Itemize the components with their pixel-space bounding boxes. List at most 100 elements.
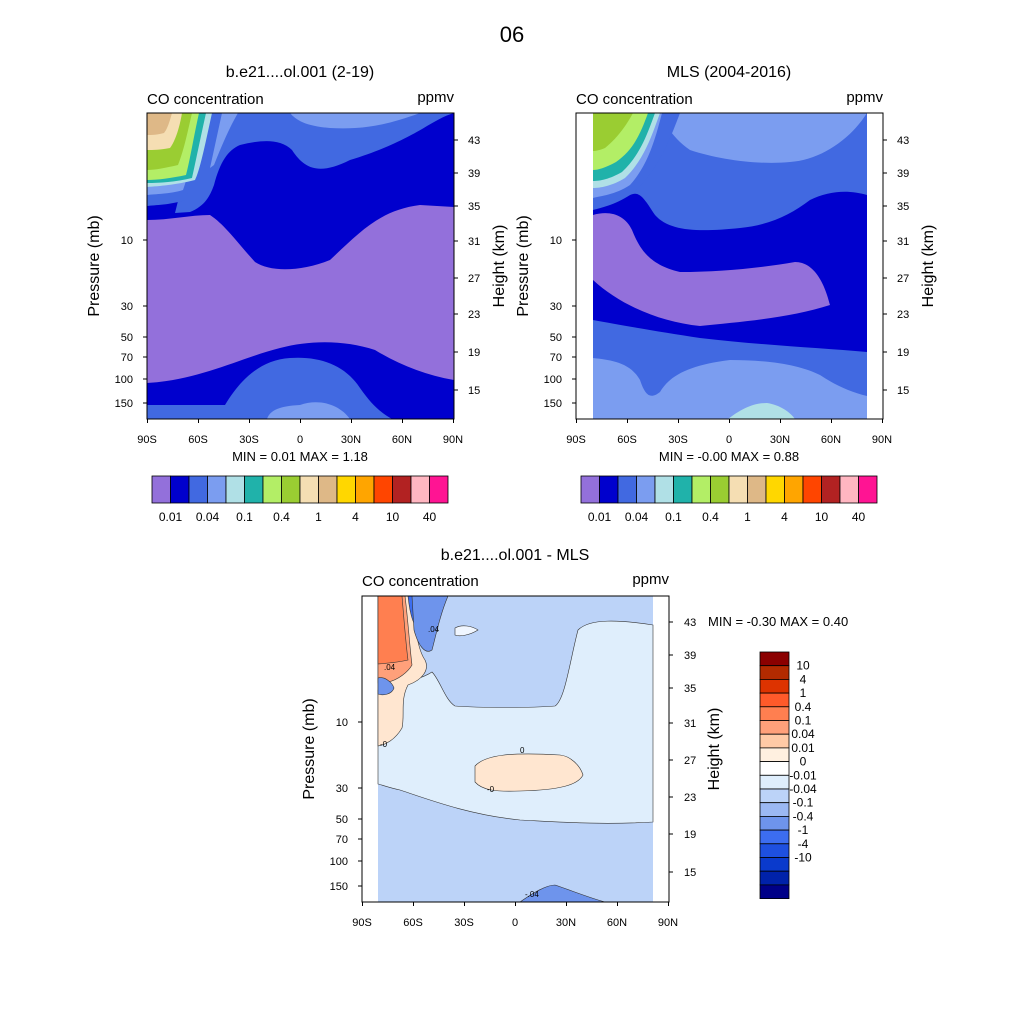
h-tick-label: 19 xyxy=(897,347,909,359)
colorbar-swatch xyxy=(244,475,264,504)
h-tick-label: 35 xyxy=(468,201,480,213)
x-axis: 90S 60S 30S 0 30N 60N 90N xyxy=(137,419,463,446)
x-tick-label: 90S xyxy=(352,917,372,929)
h-tick-label: 31 xyxy=(684,718,696,730)
h-tick-label: 27 xyxy=(897,273,909,285)
panel-subtitle-left: CO concentration xyxy=(147,91,264,108)
x-tick-label: 30S xyxy=(239,434,259,446)
colorbar-swatch xyxy=(759,706,790,721)
x-tick-label: 90S xyxy=(566,434,586,446)
p-tick-label: 150 xyxy=(115,398,133,410)
colorbar-swatch xyxy=(728,475,748,504)
colorbar-label: 1 xyxy=(800,686,807,700)
h-tick-label: 15 xyxy=(897,385,909,397)
p-tick-label: 70 xyxy=(550,352,562,364)
plot-area xyxy=(575,112,884,420)
fill-positive-center xyxy=(474,753,584,792)
h-tick-label: 31 xyxy=(468,236,480,248)
h-tick-label: 39 xyxy=(468,168,480,180)
p-tick-label: 100 xyxy=(330,856,348,868)
fill-cyan-lower xyxy=(728,403,795,419)
colorbar-swatch xyxy=(151,475,171,504)
contour-label: -0 xyxy=(487,785,495,794)
colorbar-swatch xyxy=(747,475,767,504)
height-axis-label: Height (km) xyxy=(491,225,508,308)
p-tick-label: 10 xyxy=(336,717,348,729)
panel-subtitle-right: ppmv xyxy=(417,89,454,106)
fill-light-upper xyxy=(290,113,420,129)
colorbar-swatch xyxy=(821,475,841,504)
colorbar-swatch xyxy=(710,475,730,504)
height-axis: 43 39 35 31 27 23 19 15 Height (km) xyxy=(883,135,937,397)
colorbar-swatch xyxy=(691,475,711,504)
colorbar-label: 4 xyxy=(781,510,788,524)
colorbar-swatch xyxy=(170,475,190,504)
colorbar-swatch xyxy=(759,747,790,763)
fill-light-spot xyxy=(454,625,479,637)
min-max-label: MIN = -0.30 MAX = 0.40 xyxy=(708,614,848,629)
x-tick-label: 60N xyxy=(607,917,627,929)
x-tick-label: 90N xyxy=(872,434,892,446)
pressure-axis: 10 30 50 70 100 150 Pressure (mb) xyxy=(515,215,576,410)
colorbar-label: -0.1 xyxy=(793,796,814,810)
colorbar-label: -10 xyxy=(794,851,812,865)
colorbar-label: 0.04 xyxy=(625,510,649,524)
fill-orange-left xyxy=(377,595,409,665)
h-tick-label: 39 xyxy=(684,650,696,662)
pressure-axis-label: Pressure (mb) xyxy=(301,698,318,799)
x-tick-label: 0 xyxy=(297,434,303,446)
x-tick-label: 90N xyxy=(443,434,463,446)
colorbar-label: 0 xyxy=(800,755,807,769)
colorbar-label: 0.04 xyxy=(196,510,220,524)
x-tick-label: 90S xyxy=(137,434,157,446)
colorbar-swatch xyxy=(355,475,375,504)
colorbar-swatch xyxy=(673,475,693,504)
fill-purple-band xyxy=(593,213,830,326)
colorbar-swatch xyxy=(617,475,637,504)
colorbar-label: -0.4 xyxy=(793,809,814,823)
colorbar-swatch xyxy=(759,788,790,804)
p-tick-label: 150 xyxy=(330,881,348,893)
colorbar-swatch xyxy=(759,802,790,817)
panel-subtitle-left: CO concentration xyxy=(576,91,693,108)
h-tick-label: 23 xyxy=(684,792,696,804)
colorbar-swatch xyxy=(759,870,790,886)
h-tick-label: 35 xyxy=(684,683,696,695)
p-tick-label: 70 xyxy=(121,352,133,364)
h-tick-label: 27 xyxy=(684,755,696,767)
fill-light-lower xyxy=(593,358,867,419)
x-tick-label: 60N xyxy=(392,434,412,446)
colorbar-swatch xyxy=(225,475,245,504)
colorbar-label: -0.04 xyxy=(789,782,817,796)
x-tick-label: 0 xyxy=(512,917,518,929)
colorbar-swatch xyxy=(759,679,790,694)
colorbar-swatch xyxy=(636,475,656,504)
x-tick-label: 30S xyxy=(454,917,474,929)
x-tick-label: 30S xyxy=(668,434,688,446)
h-tick-label: 43 xyxy=(468,135,480,147)
panel-title: b.e21....ol.001 (2-19) xyxy=(226,64,375,81)
colorbar-swatch xyxy=(759,843,790,858)
colorbar-swatch xyxy=(188,475,208,504)
fill-olive-left xyxy=(593,113,633,151)
colorbar-label: 0.4 xyxy=(702,510,719,524)
colorbar-label: 4 xyxy=(800,672,807,686)
p-tick-label: 30 xyxy=(550,301,562,313)
p-tick-label: 50 xyxy=(336,814,348,826)
colorbar-label: 1 xyxy=(744,510,751,524)
h-tick-label: 15 xyxy=(468,385,480,397)
colorbar-swatch xyxy=(373,475,393,504)
colorbar-swatch xyxy=(410,475,430,504)
x-tick-label: 60N xyxy=(821,434,841,446)
min-max-label: MIN = -0.00 MAX = 0.88 xyxy=(659,449,799,464)
pressure-axis: 10 30 50 70 100 150 Pressure (mb) xyxy=(86,215,147,410)
colorbar-swatch xyxy=(262,475,282,504)
panel-difference: b.e21....ol.001 - MLS CO concentration p… xyxy=(301,547,848,929)
height-axis: 43 39 35 31 27 23 19 15 Height (km) xyxy=(454,135,508,397)
colorbar-swatch xyxy=(318,475,338,504)
colorbar-swatch xyxy=(429,475,449,504)
contour-label: -0 xyxy=(380,740,388,749)
colorbar-label: 0.4 xyxy=(273,510,290,524)
colorbar-swatch xyxy=(759,733,790,749)
panel-subtitle-right: ppmv xyxy=(632,571,669,588)
